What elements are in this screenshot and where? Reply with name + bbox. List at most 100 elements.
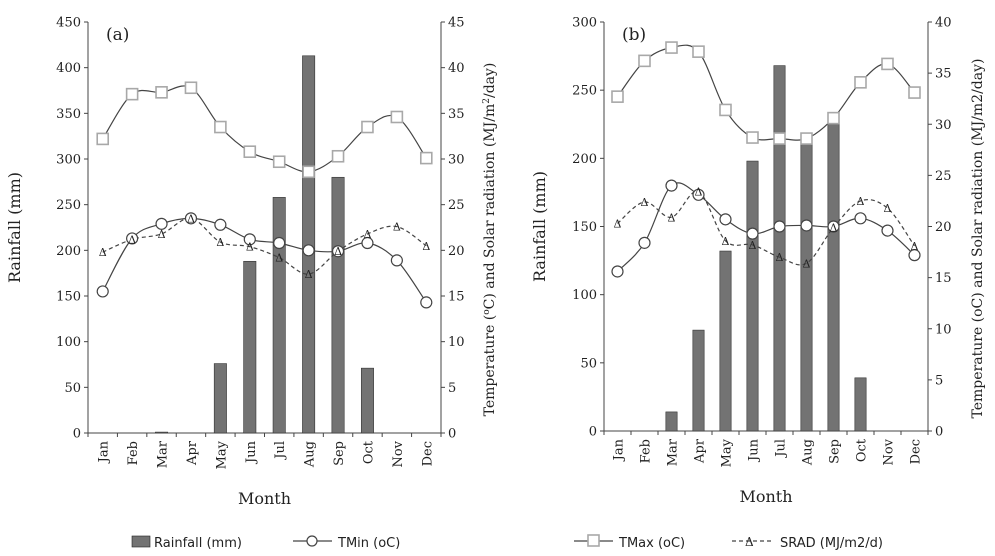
tmin-point bbox=[302, 244, 315, 257]
tmin-point bbox=[746, 227, 759, 240]
tmin-point bbox=[800, 219, 813, 232]
srad-point: Δ bbox=[275, 252, 283, 265]
right-tick-label: 0 bbox=[935, 425, 943, 440]
tmin-point bbox=[126, 232, 139, 245]
y2-axis-title-part: /day) bbox=[482, 63, 498, 98]
panel-a: 0 50 100 150 200 250 300 350 400 450 0 5 10 15 20 25 30 3… bbox=[5, 16, 498, 509]
srad-point: Δ bbox=[884, 202, 892, 215]
tmin-point bbox=[719, 213, 732, 226]
srad-point: Δ bbox=[749, 239, 757, 252]
srad-point: Δ bbox=[668, 211, 676, 224]
left-tick-label: 250 bbox=[56, 198, 81, 213]
tmax-point bbox=[746, 131, 759, 144]
month-label: Apr bbox=[693, 438, 708, 464]
legend-tmax-label: TMax (oC) bbox=[618, 536, 685, 551]
tmax-line bbox=[102, 85, 427, 173]
tmax-point bbox=[881, 57, 894, 71]
tmin-point bbox=[390, 254, 403, 267]
tmax-point bbox=[692, 45, 705, 58]
right-tick-label: 40 bbox=[935, 16, 952, 31]
right-tick-label: 5 bbox=[935, 373, 943, 388]
rainfall-bar bbox=[800, 141, 813, 432]
tmax-point bbox=[331, 149, 345, 163]
rainfall-bar bbox=[854, 377, 867, 432]
rainfall-bar bbox=[827, 113, 840, 432]
panel-b: 0 50 100 150 200 250 300 0 5 10 15 20 25 30 35 40 Jan Feb… bbox=[530, 16, 986, 507]
right-tick-label: 15 bbox=[935, 271, 952, 286]
tmax-point bbox=[854, 76, 867, 89]
tmax-point bbox=[611, 90, 624, 103]
tmin-point bbox=[184, 212, 198, 225]
tmax-point bbox=[361, 120, 374, 134]
y2-axis-title-part: Temperature ( bbox=[482, 315, 498, 417]
legend-rainfall-label: Rainfall (mm) bbox=[154, 536, 242, 551]
month-label: Sep bbox=[828, 439, 843, 464]
tmin-point bbox=[908, 249, 921, 262]
left-tick-label: 150 bbox=[572, 220, 597, 235]
tmax-point bbox=[773, 132, 786, 145]
rainfall-bar bbox=[665, 411, 678, 432]
left-tick-label: 350 bbox=[56, 107, 81, 122]
panel-label: (a) bbox=[106, 25, 129, 45]
left-tick-label: 250 bbox=[572, 84, 597, 99]
month-label: Mar bbox=[156, 440, 171, 468]
right-tick-label: 5 bbox=[448, 381, 456, 396]
legend-tmax-marker bbox=[587, 534, 600, 547]
legend-tmin-label: TMin (oC) bbox=[337, 536, 400, 551]
tmax-point bbox=[125, 87, 139, 101]
tmax-line bbox=[617, 44, 915, 141]
month-label: Dec bbox=[909, 439, 924, 464]
month-label: Oct bbox=[855, 438, 870, 462]
month-label: Jan bbox=[97, 440, 112, 464]
srad-point: Δ bbox=[99, 246, 107, 259]
srad-point: Δ bbox=[305, 268, 313, 281]
srad-point: Δ bbox=[246, 241, 254, 254]
right-tick-label: 45 bbox=[448, 16, 465, 31]
y-axis-title: Rainfall (mm) bbox=[5, 172, 24, 283]
month-label: Nov bbox=[882, 438, 897, 465]
srad-point: Δ bbox=[830, 222, 838, 235]
left-tick-label: 0 bbox=[73, 427, 81, 442]
month-label: Aug bbox=[801, 439, 816, 466]
srad-point: Δ bbox=[857, 195, 865, 208]
month-label: May bbox=[214, 440, 229, 469]
y2-axis-title-part: C) and Solar radiation (MJ/m bbox=[482, 104, 498, 310]
month-label: Sep bbox=[332, 441, 347, 466]
srad-point: Δ bbox=[695, 186, 703, 199]
month-label: Feb bbox=[639, 439, 654, 463]
srad-point: Δ bbox=[334, 245, 342, 258]
tmax-point bbox=[638, 54, 651, 68]
srad-point: Δ bbox=[158, 228, 166, 241]
tmax-point bbox=[243, 145, 257, 158]
srad-line bbox=[102, 217, 427, 275]
left-tick-label: 150 bbox=[56, 290, 81, 305]
tmax-point bbox=[390, 110, 404, 124]
month-label: Jul bbox=[273, 441, 288, 461]
legend-rainfall-swatch bbox=[131, 535, 151, 548]
x-axis-title: Month bbox=[238, 489, 291, 508]
tmax-point bbox=[272, 155, 286, 169]
month-label: Apr bbox=[185, 440, 200, 466]
srad-point: Δ bbox=[216, 236, 224, 249]
x-axis-title: Month bbox=[739, 487, 792, 506]
right-tick-label: 25 bbox=[448, 198, 465, 213]
month-label: Jun bbox=[244, 440, 259, 465]
tmin-point bbox=[155, 217, 168, 230]
month-label: Dec bbox=[420, 441, 435, 466]
tmin-point bbox=[273, 236, 286, 250]
left-tick-label: 400 bbox=[56, 61, 81, 76]
left-tick-label: 200 bbox=[572, 152, 597, 167]
tmin-point bbox=[881, 224, 894, 237]
srad-point: Δ bbox=[776, 251, 784, 264]
tmin-line bbox=[617, 182, 915, 272]
right-tick-label: 15 bbox=[448, 290, 465, 305]
rainfall-bar bbox=[773, 65, 786, 432]
srad-point: Δ bbox=[393, 221, 401, 234]
rainfall-bar bbox=[243, 260, 257, 434]
right-tick-label: 40 bbox=[448, 61, 465, 76]
tmin-point bbox=[854, 212, 867, 225]
rainfall-bar bbox=[692, 329, 705, 432]
right-tick-label: 20 bbox=[935, 220, 952, 235]
legend-srad-label: SRAD (MJ/m2/d) bbox=[780, 536, 883, 551]
right-tick-label: 30 bbox=[448, 153, 465, 168]
